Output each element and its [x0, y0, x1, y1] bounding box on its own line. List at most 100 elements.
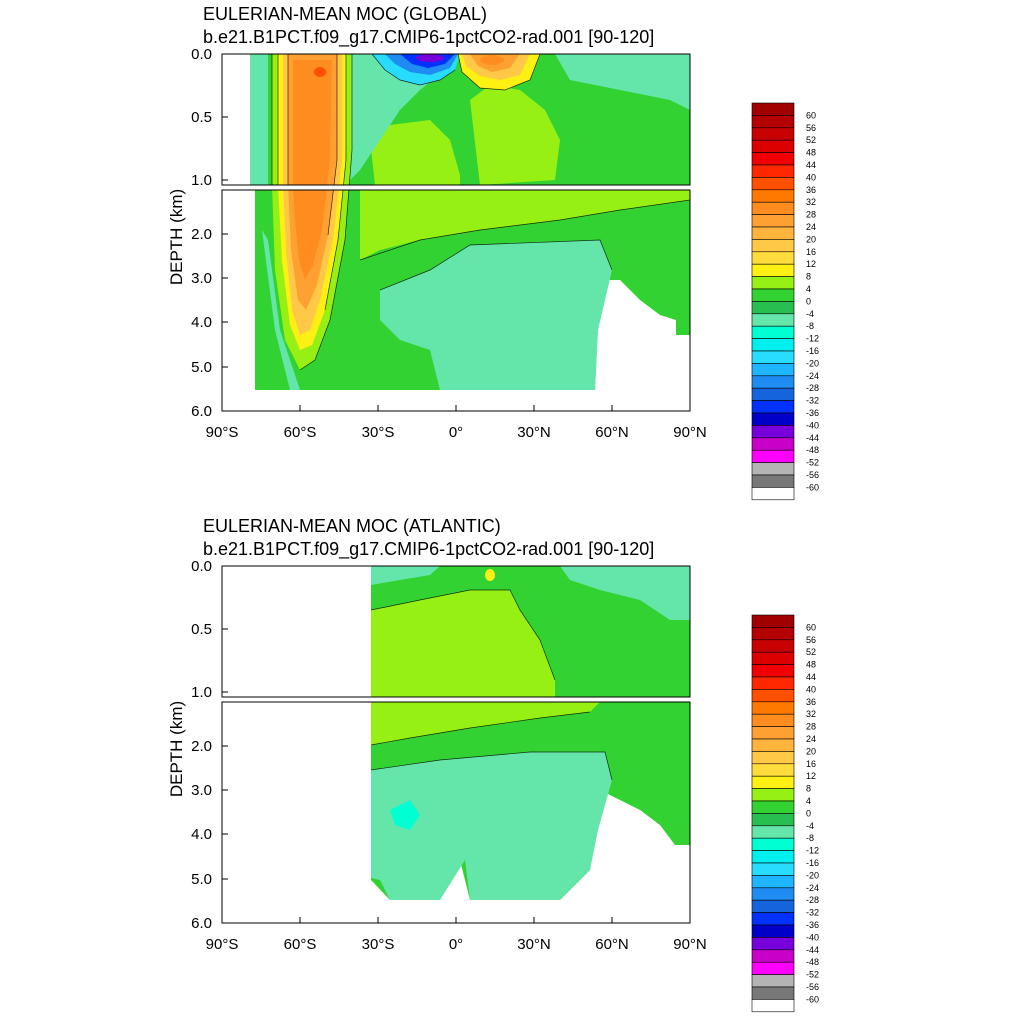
- x-tick-label: 30°S: [362, 424, 395, 441]
- colorbar-label: 12: [806, 259, 816, 269]
- colorbar-label: 36: [806, 697, 816, 707]
- chart-title: EULERIAN-MEAN MOC (ATLANTIC): [203, 516, 501, 536]
- y-tick-label: 6.0: [191, 403, 212, 420]
- colorbar-swatch: [751, 350, 795, 364]
- x-tick-label: 30°S: [362, 936, 395, 953]
- colorbar-swatch: [751, 974, 795, 988]
- colorbar-swatch: [751, 325, 795, 339]
- colorbar-label: 28: [806, 210, 816, 220]
- colorbar-label: 52: [806, 647, 816, 657]
- colorbar-swatch: [751, 115, 795, 129]
- x-tick-label: 60°S: [284, 936, 317, 953]
- x-tick-label: 90°S: [206, 424, 239, 441]
- colorbar-label: 40: [806, 684, 816, 694]
- colorbar-swatch: [751, 400, 795, 414]
- colorbar-label: -36: [806, 920, 819, 930]
- colorbar-swatch: [751, 837, 795, 851]
- colorbar-label: 32: [806, 709, 816, 719]
- colorbar-label: 20: [806, 234, 816, 244]
- colorbar-label: -44: [806, 433, 819, 443]
- colorbar-label: -52: [806, 970, 819, 980]
- chart-subtitle: b.e21.B1PCT.f09_g17.CMIP6-1pctCO2-rad.00…: [203, 539, 654, 560]
- y-axis-title: DEPTH (km): [167, 701, 186, 797]
- y-tick-label: 5.0: [191, 359, 212, 376]
- colorbar-label: -40: [806, 932, 819, 942]
- colorbar-global: 60565248444036322824201612840-4-8-12-16-…: [751, 102, 819, 501]
- colorbar-swatch: [751, 614, 795, 628]
- colorbar-label: -4: [806, 309, 814, 319]
- colorbar-label: 8: [806, 784, 811, 794]
- y-tick-label: 0.0: [191, 558, 212, 575]
- colorbar-label: -24: [806, 371, 819, 381]
- colorbar-label: 0: [806, 296, 811, 306]
- colorbar-label: 44: [806, 160, 816, 170]
- colorbar-swatch: [751, 177, 795, 191]
- y-tick-label: 2.0: [191, 226, 212, 243]
- colorbar-swatch: [751, 449, 795, 463]
- colorbar-swatch: [751, 676, 795, 690]
- colorbar-swatch: [751, 664, 795, 678]
- y-tick-label: 5.0: [191, 871, 212, 888]
- colorbar-swatch: [751, 862, 795, 876]
- colorbar-label: -40: [806, 420, 819, 430]
- colorbar-label: 40: [806, 172, 816, 182]
- colorbar-label: 32: [806, 197, 816, 207]
- colorbar-swatch: [751, 164, 795, 178]
- y-tick-label: 0.0: [191, 46, 212, 63]
- colorbar-label: -56: [806, 982, 819, 992]
- colorbar-label: 16: [806, 759, 816, 769]
- x-tick-label: 0°: [449, 424, 463, 441]
- y-tick-label: 3.0: [191, 270, 212, 287]
- colorbar-swatch: [751, 961, 795, 975]
- colorbar-label: -12: [806, 846, 819, 856]
- colorbar-label: -48: [806, 957, 819, 967]
- colorbar-swatch: [751, 437, 795, 451]
- colorbar-label: 20: [806, 746, 816, 756]
- colorbar-swatch: [751, 425, 795, 439]
- colorbar-label: -28: [806, 895, 819, 905]
- colorbar-label: 48: [806, 660, 816, 670]
- x-tick-label: 0°: [449, 936, 463, 953]
- colorbar-swatch: [751, 412, 795, 426]
- colorbar-swatch: [751, 239, 795, 253]
- colorbar-label: -16: [806, 858, 819, 868]
- colorbar-swatch: [751, 775, 795, 789]
- colorbar-label: 16: [806, 247, 816, 257]
- chart-title: EULERIAN-MEAN MOC (GLOBAL): [203, 4, 487, 24]
- colorbar-label: 56: [806, 123, 816, 133]
- colorbar-swatch: [751, 639, 795, 653]
- colorbar-swatch: [751, 263, 795, 277]
- colorbar-atlantic: 60565248444036322824201612840-4-8-12-16-…: [751, 614, 819, 1013]
- y-tick-label: 0.5: [191, 621, 212, 638]
- colorbar-swatch: [751, 226, 795, 240]
- moc-field-global: [250, 54, 690, 390]
- colorbar-swatch: [751, 726, 795, 740]
- y-axis-title: DEPTH (km): [167, 189, 186, 285]
- colorbar-label: 4: [806, 796, 811, 806]
- colorbar-label: 0: [806, 808, 811, 818]
- x-tick-label: 30°N: [517, 424, 551, 441]
- colorbar-label: -48: [806, 445, 819, 455]
- colorbar-swatch: [751, 999, 795, 1013]
- colorbar-swatch: [751, 887, 795, 901]
- chart-subtitle: b.e21.B1PCT.f09_g17.CMIP6-1pctCO2-rad.00…: [203, 27, 654, 48]
- colorbar-label: 24: [806, 734, 816, 744]
- colorbar-swatch: [751, 850, 795, 864]
- colorbar-swatch: [751, 949, 795, 963]
- colorbar-label: -8: [806, 321, 814, 331]
- colorbar-swatch: [751, 127, 795, 141]
- colorbar-swatch: [751, 937, 795, 951]
- colorbar-label: -36: [806, 408, 819, 418]
- colorbar-swatch: [751, 701, 795, 715]
- colorbar-swatch: [751, 387, 795, 401]
- x-tick-label: 90°S: [206, 936, 239, 953]
- colorbar-swatch: [751, 751, 795, 765]
- colorbar-label: 44: [806, 672, 816, 682]
- colorbar-swatch: [751, 152, 795, 166]
- colorbar-label: 60: [806, 622, 816, 632]
- colorbar-label: 48: [806, 148, 816, 158]
- colorbar-label: 60: [806, 110, 816, 120]
- colorbar-swatch: [751, 813, 795, 827]
- colorbar-swatch: [751, 363, 795, 377]
